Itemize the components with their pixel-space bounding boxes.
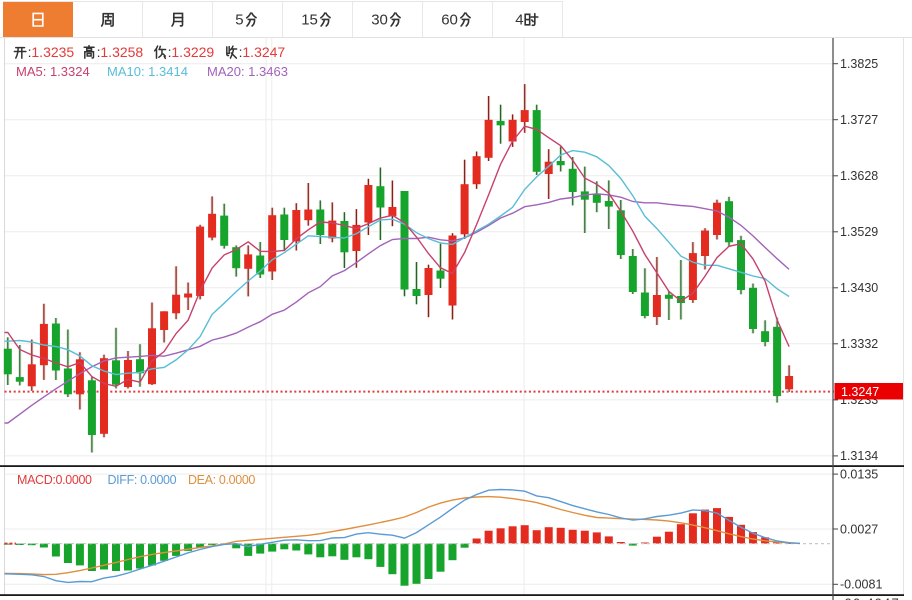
svg-text:-0.0081: -0.0081 xyxy=(840,578,882,592)
svg-text:15: 15 xyxy=(301,12,318,29)
svg-text:60: 60 xyxy=(441,12,458,29)
svg-text:1.3247: 1.3247 xyxy=(242,44,285,60)
svg-text::: : xyxy=(28,44,32,60)
svg-text:1.3825: 1.3825 xyxy=(840,57,878,71)
svg-text::: : xyxy=(168,44,172,60)
svg-text:1.3258: 1.3258 xyxy=(100,44,143,60)
svg-text:1.3229: 1.3229 xyxy=(171,44,214,60)
svg-text:0.0027: 0.0027 xyxy=(840,522,878,536)
svg-text:1.3529: 1.3529 xyxy=(840,225,878,239)
svg-text:1.3727: 1.3727 xyxy=(840,113,878,127)
svg-text:5: 5 xyxy=(235,12,243,29)
svg-text:1.3247: 1.3247 xyxy=(841,385,879,399)
svg-text:4: 4 xyxy=(515,12,523,29)
svg-text:0.0135: 0.0135 xyxy=(840,467,878,481)
svg-text:1.3430: 1.3430 xyxy=(840,281,878,295)
svg-text:1.3628: 1.3628 xyxy=(840,169,878,183)
svg-text:30: 30 xyxy=(371,12,388,29)
svg-text::: : xyxy=(97,44,101,60)
svg-text:1.3235: 1.3235 xyxy=(31,44,74,60)
svg-text:1.3134: 1.3134 xyxy=(840,449,878,463)
svg-text::: : xyxy=(239,44,243,60)
svg-text:1.3332: 1.3332 xyxy=(840,337,878,351)
svg-text:-00.4047: -00.4047 xyxy=(839,596,900,600)
